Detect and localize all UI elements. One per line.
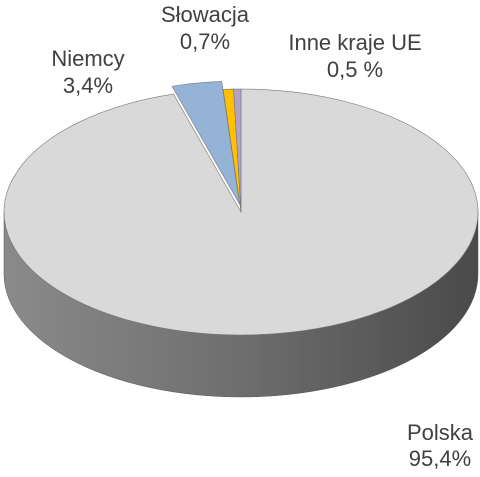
pie-slice — [233, 88, 242, 213]
slice-value-label: 3,4% — [63, 73, 113, 98]
slice-label: Polska — [407, 420, 474, 445]
slice-label: Słowacja — [161, 2, 250, 27]
pie-slice — [171, 81, 240, 205]
slice-value-label: 0,7% — [180, 29, 230, 54]
slice-label: Inne kraje UE — [288, 30, 421, 55]
slice-value-label: 0,5 % — [327, 57, 383, 82]
slice-value-label: 95,4% — [409, 446, 471, 471]
slice-label: Niemcy — [51, 46, 124, 71]
